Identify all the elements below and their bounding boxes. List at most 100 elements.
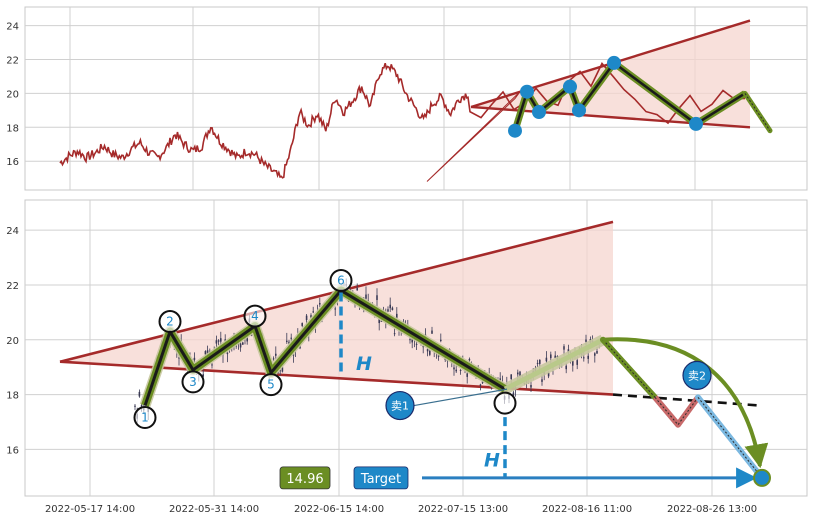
wave-point-marker [493,391,517,415]
candle-body [138,391,141,397]
overview-pivot-marker [689,116,703,131]
candle-body [279,370,281,372]
wave-point-marker [181,370,205,394]
overview-pivot-marker [532,105,546,120]
candle-body [437,354,440,357]
candle-body [288,341,290,344]
candle-body [510,374,512,380]
overview-y-axis: 16 18 20 22 24 [6,22,19,169]
candle-body [539,359,541,364]
detail-annotations: H H 卖1 卖2 14.96 Target [279,292,771,490]
detail-projection-green-dash [602,339,656,398]
candle-body [415,343,418,345]
candle-body [583,357,585,359]
detail-projection-red [652,395,701,428]
candle-body [396,313,398,318]
candle-body [391,307,394,310]
candle-body [466,373,468,377]
candle-body [134,405,136,407]
candle-body [242,342,244,345]
candle-body [389,304,391,309]
sell1-connector [413,388,508,407]
overview-pivot-marker [520,84,534,99]
candle-body [455,369,457,372]
candle-body [204,351,207,355]
candle-body [512,392,515,396]
wave-point-label: 4 [251,309,259,323]
candle-body [547,372,550,377]
candle-body [594,353,596,356]
candle-body [224,339,226,341]
candle-body [290,337,292,339]
candle-body [305,315,308,321]
candle-body [376,295,378,300]
overview-pivot-marker [508,123,522,138]
candle-body [536,362,539,364]
candle-body [202,374,204,377]
height-projection-label: H [484,449,500,471]
candle-body [239,343,242,348]
candle-body [596,350,598,354]
candle-body [215,340,218,344]
target-value-badge [279,466,331,490]
candle-body [554,355,556,358]
wave-point-marker [329,268,353,292]
detail-triangle-fill [60,221,613,395]
detail-wave-last-leg [503,337,605,392]
candle-body [563,346,565,350]
target-label: Target [360,472,401,487]
candle-body [301,323,303,326]
candle-body [281,367,284,372]
candle-body [275,353,277,356]
sell2-marker [682,360,712,391]
candle-body [292,354,295,356]
detail-x-tick-label: 2022-08-26 13:00 [667,504,757,515]
detail-x-tick-label: 2022-06-15 14:00 [294,504,384,515]
overview-y-tick-label: 22 [6,56,19,67]
candle-body [517,372,519,375]
overview-y-tick-label: 18 [6,123,19,134]
candle-body [550,354,552,359]
candle-body [220,338,222,342]
candle-body [585,339,587,342]
candle-body [422,346,424,348]
candle-body [365,294,367,299]
detail-y-axis: 16 18 20 22 24 [6,226,19,456]
overview-price-line [59,62,746,179]
overview-y-tick-label: 20 [6,89,19,100]
candle-body [468,358,471,361]
candle-body [530,385,532,388]
target-point-marker [753,468,771,487]
candle-body [312,311,314,313]
height-measure-label: H [356,353,372,375]
candle-body [453,367,455,370]
sell1-marker [385,390,415,421]
candle-body [319,303,321,305]
candle-body [356,288,358,291]
overview-pivot-marker [572,103,586,118]
overview-pivot-marker [607,55,621,70]
candle-body [459,369,462,371]
detail-support-extension [612,393,761,407]
candle-body [587,355,589,359]
overview-y-tick-label: 24 [6,22,19,33]
candle-body [211,364,213,366]
candle-body [393,333,396,335]
overview-panel: 16 18 20 22 24 [6,6,808,191]
candle-body [226,352,229,355]
detail-x-tick-label: 2022-05-31 14:00 [169,504,259,515]
candle-body [140,405,143,408]
detail-y-tick-label: 20 [6,336,19,347]
candle-body [206,350,209,356]
detail-x-tick-label: 2022-05-17 14:00 [45,504,135,515]
wave-point-marker [133,406,157,430]
target-value-label: 14.96 [286,472,323,487]
candle-body [431,330,433,334]
wave-point-label: 6 [337,273,345,287]
candle-body [217,340,220,342]
candle-body [541,379,543,382]
sell1-label: 卖1 [391,400,409,413]
candle-body [193,357,196,361]
